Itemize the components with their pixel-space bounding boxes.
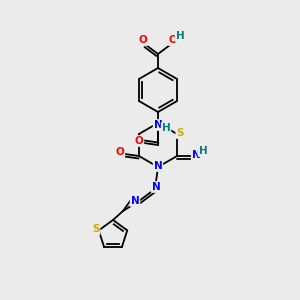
Text: O: O [169,35,177,45]
Text: N: N [130,196,140,206]
Text: N: N [154,161,162,171]
Text: N: N [192,150,200,160]
Text: S: S [92,224,100,234]
Text: H: H [199,146,207,156]
Text: H: H [176,31,184,41]
Text: N: N [154,120,162,130]
Text: H: H [162,123,170,133]
Text: N: N [152,182,160,192]
Text: O: O [116,147,124,157]
Text: S: S [176,128,184,138]
Text: O: O [139,35,147,45]
Text: O: O [135,136,143,146]
